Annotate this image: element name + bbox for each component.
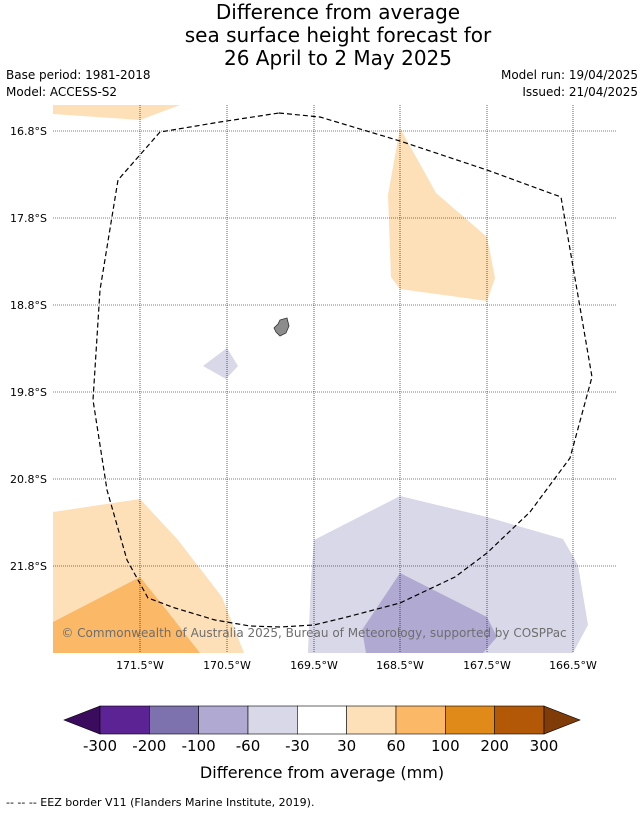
colorbar-segment-8 [445,705,495,735]
colorbar-segment-5 [297,705,347,735]
latitude-labels: 16.8°S 17.8°S 18.8°S 19.8°S 20.8°S 21.8°… [10,125,47,573]
colorbar-extend-low [63,705,101,735]
anomaly-region-negative-60-100-se [362,573,497,653]
issued-text: Issued: 21/04/2025 [522,85,638,99]
title-line-2: sea surface height forecast for [184,23,492,47]
colorbar-tick-4: -30 [285,737,310,755]
lat-label-1: 16.8°S [10,125,47,138]
colorbar-tick-0: -300 [83,737,117,755]
meta-right: Model run: 19/04/2025 Issued: 21/04/2025 [501,67,638,101]
longitude-labels: 171.5°W 170.5°W 169.5°W 168.5°W 167.5°W … [116,659,597,672]
colorbar-tick-5: 30 [337,737,356,755]
colorbar-segment-4 [247,705,298,735]
lon-label-3: 169.5°W [290,659,338,672]
lon-label-1: 171.5°W [116,659,164,672]
model-run-text: Model run: 19/04/2025 [500,68,638,82]
colorbar-segments [63,705,581,735]
lon-label-5: 167.5°W [463,659,511,672]
colorbar-segment-6 [346,705,397,735]
lat-label-4: 19.8°S [10,386,47,399]
copyright-text: © Commonwealth of Australia 2025, Bureau… [61,626,566,640]
island-land [273,317,290,337]
base-period-text: Base period: 1981-2018 [6,68,151,82]
map-plot-area: © Commonwealth of Australia 2025, Bureau… [53,105,617,653]
meta-left: Base period: 1981-2018 Model: ACCESS-S2 [6,67,151,101]
gridlines [53,105,617,653]
lon-label-2: 170.5°W [203,659,251,672]
lat-label-5: 20.8°S [10,473,47,486]
lon-label-6: 166.5°W [549,659,597,672]
anomaly-region-positive-60-100-sw [53,577,200,653]
colorbar-segment-2 [149,705,199,735]
map-figure: © Commonwealth of Australia 2025, Bureau… [10,105,617,672]
chart-title: Difference from average sea surface heig… [0,1,644,70]
eez-border-line [92,112,593,628]
colorbar-tick-6: 60 [386,737,405,755]
colorbar-tick-3: -60 [236,737,261,755]
colorbar-segment-9 [494,705,545,735]
lat-label-2: 17.8°S [10,212,47,225]
colorbar-tick-9: 300 [530,737,559,755]
colorbar-tick-1: -200 [132,737,166,755]
colorbar-extend-high [543,705,581,735]
anomaly-region-positive-30-60-nw [53,105,180,120]
lon-label-4: 168.5°W [376,659,424,672]
colorbar-tick-2: -100 [182,737,216,755]
colorbar-tick-8: 200 [480,737,509,755]
lat-label-6: 21.8°S [10,560,47,573]
colorbar-segment-7 [395,705,446,735]
colorbar-tick-labels: -300 -200 -100 -60 -30 30 60 100 200 300 [83,737,558,755]
lat-label-3: 18.8°S [10,299,47,312]
colorbar-segment-1 [99,705,150,735]
colorbar-segment-3 [198,705,249,735]
colorbar-tick-7: 100 [431,737,460,755]
title-line-1: Difference from average [215,0,461,24]
colorbar-label: Difference from average (mm) [200,763,444,782]
model-text: Model: ACCESS-S2 [6,85,118,99]
anomaly-region-negative-30-60-center [203,348,238,379]
title-line-3: 26 April to 2 May 2025 [224,46,452,70]
eez-legend-text: -- -- -- EEZ border V11 (Flanders Marine… [6,796,315,809]
anomaly-region-positive-30-60-ne [388,128,495,301]
